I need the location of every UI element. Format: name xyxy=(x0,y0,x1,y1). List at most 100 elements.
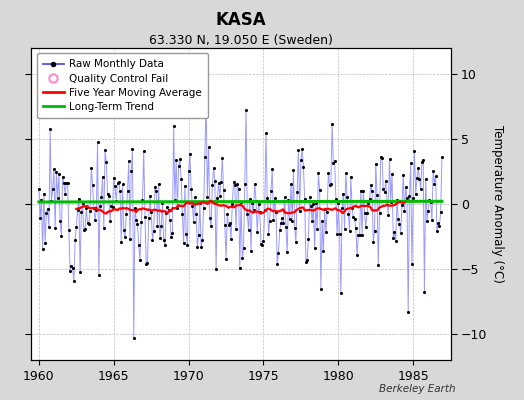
Point xyxy=(369,239,377,245)
Point xyxy=(35,186,43,192)
Point xyxy=(263,195,271,201)
Point xyxy=(138,197,147,204)
Point xyxy=(312,200,320,206)
Point xyxy=(73,207,82,213)
Point xyxy=(297,157,305,164)
Point xyxy=(132,216,140,223)
Point xyxy=(105,193,113,199)
Point xyxy=(60,179,68,186)
Point xyxy=(282,224,290,230)
Point xyxy=(233,181,242,187)
Point xyxy=(74,195,83,202)
Point xyxy=(237,199,245,205)
Text: Berkeley Earth: Berkeley Earth xyxy=(379,384,456,394)
Point xyxy=(276,227,284,234)
Point xyxy=(364,200,373,206)
Point xyxy=(347,174,355,180)
Point xyxy=(187,186,195,192)
Point xyxy=(204,144,213,150)
Legend: Raw Monthly Data, Quality Control Fail, Five Year Moving Average, Long-Term Tren: Raw Monthly Data, Quality Control Fail, … xyxy=(37,53,208,118)
Point xyxy=(118,181,127,187)
Point xyxy=(316,285,325,292)
Point xyxy=(438,154,446,160)
Point xyxy=(113,180,122,186)
Point xyxy=(401,184,410,190)
Point xyxy=(217,179,225,185)
Point xyxy=(397,229,405,236)
Point xyxy=(400,208,409,215)
Point xyxy=(121,234,129,241)
Point xyxy=(419,157,428,164)
Point xyxy=(161,242,169,248)
Point xyxy=(126,236,134,242)
Point xyxy=(398,202,406,208)
Point xyxy=(315,187,324,194)
Point xyxy=(280,194,289,200)
Point xyxy=(355,232,364,238)
Point xyxy=(429,168,438,174)
Point xyxy=(207,223,215,230)
Point xyxy=(129,335,138,341)
Point xyxy=(292,238,300,245)
Point xyxy=(326,181,335,188)
Point xyxy=(418,159,426,165)
Point xyxy=(36,215,45,222)
Point xyxy=(50,166,58,172)
Point xyxy=(179,240,188,247)
Point xyxy=(62,180,71,186)
Point xyxy=(373,192,381,198)
Point xyxy=(47,198,56,204)
Point xyxy=(238,255,246,262)
Point xyxy=(40,190,48,197)
Point xyxy=(45,224,53,230)
Point xyxy=(230,179,238,185)
Point xyxy=(210,165,218,171)
Point xyxy=(227,236,235,242)
Point xyxy=(93,139,102,146)
Point xyxy=(152,188,160,194)
Point xyxy=(221,222,229,228)
Point xyxy=(393,197,401,203)
Point xyxy=(61,191,69,197)
Point xyxy=(53,195,62,202)
Point xyxy=(277,220,285,226)
Point xyxy=(173,205,182,211)
Point xyxy=(298,146,307,152)
Point xyxy=(162,209,170,216)
Point xyxy=(338,205,346,211)
Point xyxy=(270,195,279,202)
Point xyxy=(77,209,85,215)
Point xyxy=(212,266,220,273)
Point xyxy=(57,233,66,239)
Text: KASA: KASA xyxy=(216,11,266,29)
Point xyxy=(378,155,386,161)
Point xyxy=(128,146,137,152)
Point xyxy=(328,121,336,127)
Point xyxy=(123,188,132,194)
Point xyxy=(122,211,130,217)
Point xyxy=(224,222,233,228)
Point xyxy=(159,237,168,244)
Point xyxy=(363,210,371,216)
Point xyxy=(253,229,261,235)
Point xyxy=(413,175,421,181)
Point xyxy=(205,215,214,221)
Point xyxy=(325,182,334,188)
Point xyxy=(149,228,158,234)
Point xyxy=(198,237,206,244)
Point xyxy=(131,205,139,211)
Point xyxy=(365,196,374,202)
Point xyxy=(190,218,198,225)
Point xyxy=(399,172,408,178)
Point xyxy=(375,210,384,216)
Point xyxy=(284,197,292,204)
Point xyxy=(148,236,157,243)
Point xyxy=(43,206,52,212)
Point xyxy=(86,208,94,214)
Point xyxy=(191,194,199,200)
Point xyxy=(141,214,149,220)
Point xyxy=(97,194,105,200)
Point xyxy=(247,248,255,254)
Point xyxy=(395,220,403,227)
Point xyxy=(63,180,72,186)
